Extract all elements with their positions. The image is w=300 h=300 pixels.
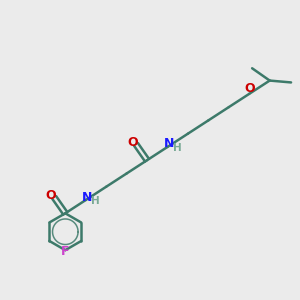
- Text: O: O: [45, 190, 56, 202]
- Text: N: N: [164, 137, 174, 151]
- Text: O: O: [244, 82, 255, 95]
- Text: H: H: [91, 196, 100, 206]
- Text: F: F: [61, 245, 70, 258]
- Text: H: H: [172, 142, 182, 152]
- Text: N: N: [82, 190, 92, 204]
- Text: O: O: [127, 136, 138, 149]
